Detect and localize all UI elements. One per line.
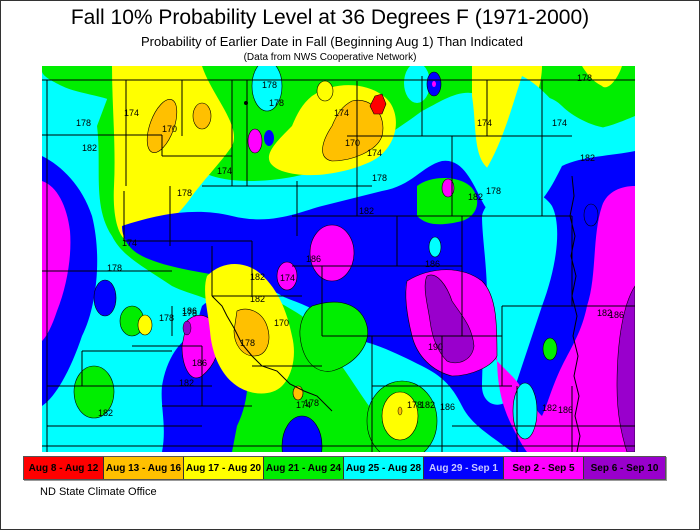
contour-label: 178 [262,80,277,90]
contour-label: 186 [558,405,573,415]
contour-label: 174 [334,108,349,118]
contour-label: 182 [542,403,557,413]
contour-label: 186 [182,306,197,316]
contour-label: 174 [367,148,382,158]
river-line [211,295,333,412]
contour-label: 178 [107,263,122,273]
contour-label: 186 [609,310,624,320]
legend-item: Aug 25 - Aug 28 [344,457,424,479]
contour-label: 182 [597,308,612,318]
contour-label: 170 [162,124,177,134]
county-boundaries [42,76,652,452]
contour-label: 178 [372,173,387,183]
contour-label: 178 [159,313,174,323]
map-title: Fall 10% Probability Level at 36 Degrees… [70,6,590,29]
contour-label: 186 [425,259,440,269]
contour-label: 182 [359,206,374,216]
contour-label: 170 [274,318,289,328]
contour-label: 178 [577,73,592,83]
contour-label: 182 [468,192,483,202]
legend-item: Aug 17 - Aug 20 [184,457,264,479]
contour-label: 178 [240,338,255,348]
credit-text: ND State Climate Office [40,486,157,498]
legend-item: Sep 2 - Sep 5 [504,457,584,479]
contour-map: 178 174 182 170 174 178 178 174 170 174 178 174 174 1… [42,60,652,477]
legend-item: Aug 29 - Sep 1 [424,457,504,479]
contour-label: 182 [98,408,113,418]
contour-label: 186 [192,358,207,368]
legend-item: Aug 8 - Aug 12 [24,457,104,479]
contour-label: 178 [407,400,422,410]
data-source-note: (Data from NWS Cooperative Network) [243,52,417,63]
contour-label: 174 [124,108,139,118]
contour-label: 182 [250,272,265,282]
city-marker [244,101,248,105]
contour-label: 174 [296,400,311,410]
contour-label: 178 [76,118,91,128]
contour-label: 182 [179,378,194,388]
legend-item: Sep 6 - Sep 10 [584,457,665,479]
contour-label: 178 [304,398,319,408]
contour-label: 174 [217,166,232,176]
contour-label: 174 [477,118,492,128]
contour-label: 170 [345,138,360,148]
contour-label: 182 [580,153,595,163]
red-river-line [569,175,581,453]
contour-label: 178 [177,188,192,198]
contour-label: 182 [82,143,97,153]
contour-label: 178 [486,186,501,196]
legend-item: Aug 13 - Aug 16 [104,457,184,479]
map-subtitle: Probability of Earlier Date in Fall (Beg… [140,34,524,49]
contour-label: 174 [122,238,137,248]
contour-label: 186 [440,402,455,412]
contour-label: 182 [420,400,435,410]
contour-label: 174 [280,273,295,283]
contour-label: 178 [269,98,284,108]
legend: Aug 8 - Aug 12 Aug 13 - Aug 16 Aug 17 - Au… [23,456,666,480]
legend-item: Aug 21 - Aug 24 [264,457,344,479]
contour-label: 190 [428,342,443,352]
contour-label: 182 [250,294,265,304]
contour-label: 174 [552,118,567,128]
contour-label: 178 [182,308,197,318]
contour-label: 186 [306,254,321,264]
